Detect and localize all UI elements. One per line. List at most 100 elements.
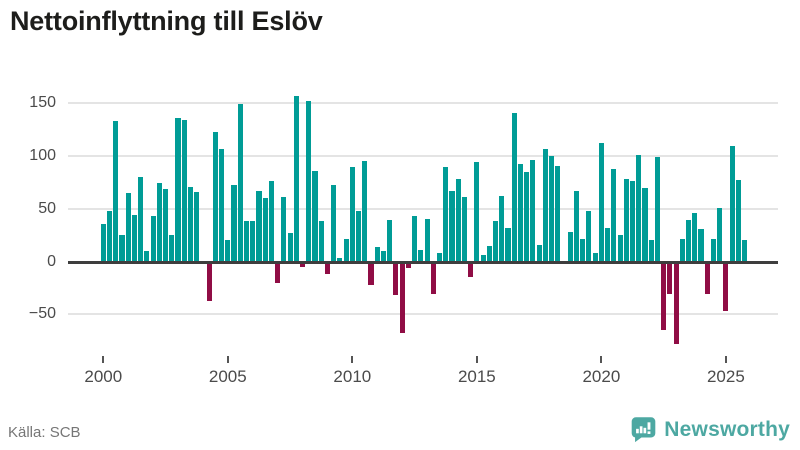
bar-quarter-38	[337, 258, 343, 262]
bar-quarter-89	[654, 157, 660, 262]
bar-quarter-68	[524, 171, 530, 262]
bar-quarter-12	[175, 118, 181, 262]
bar-quarter-28	[275, 261, 281, 283]
y-tick-label: 0	[47, 252, 56, 270]
bar-quarter-55	[443, 166, 449, 262]
bar-quarter-60	[474, 162, 480, 262]
bar-quarter-39	[343, 239, 349, 262]
bar-quarter-11	[169, 235, 175, 262]
gridline	[68, 102, 778, 105]
bar-quarter-42	[362, 161, 368, 262]
x-tick-label: 2000	[84, 367, 123, 386]
y-tick-label: 50	[38, 199, 56, 217]
bar-quarter-57	[455, 179, 461, 262]
bar-quarter-15	[194, 191, 200, 262]
bar-quarter-96	[698, 228, 704, 262]
bar-quarter-0	[100, 223, 106, 262]
bar-quarter-82	[611, 168, 617, 262]
zero-axis-line	[68, 260, 778, 264]
bar-quarter-2	[113, 121, 119, 262]
bar-quarter-81	[605, 227, 611, 262]
bar-quarter-27	[268, 181, 274, 262]
bar-quarter-53	[430, 261, 436, 295]
x-tick-label: 2025	[706, 367, 745, 386]
bar-quarter-52	[424, 219, 430, 262]
bar-quarter-58	[461, 197, 467, 262]
chart-title: Nettoinflyttning till Eslöv	[10, 6, 323, 36]
bar-quarter-8	[150, 216, 156, 262]
y-tick-label: 100	[29, 147, 56, 164]
bar-quarter-64	[499, 196, 505, 262]
x-tick-label: 2020	[582, 367, 621, 386]
bar-quarter-4	[125, 192, 131, 262]
bar-quarter-31	[293, 95, 299, 262]
bar-quarter-23	[243, 221, 250, 262]
bar-quarter-75	[567, 232, 573, 262]
bar-quarter-13	[181, 120, 187, 262]
bar-quarter-84	[623, 179, 629, 262]
bar-quarter-45	[380, 250, 387, 262]
bar-quarter-87	[642, 187, 648, 262]
bar-quarter-85	[629, 181, 636, 262]
bar-quarter-65	[505, 227, 511, 262]
bar-quarter-67	[517, 164, 523, 262]
bar-quarter-56	[449, 190, 455, 262]
bar-quarter-47	[393, 261, 399, 296]
bar-quarter-33	[306, 101, 312, 262]
bar-quarter-9	[156, 183, 162, 262]
bar-quarter-90	[661, 261, 667, 331]
bar-quarter-83	[617, 235, 623, 262]
x-tick-mark	[226, 356, 229, 363]
bar-quarter-95	[692, 213, 698, 262]
bar-quarter-69	[530, 160, 536, 262]
bar-quarter-32	[299, 261, 306, 267]
bar-quarter-41	[356, 210, 362, 262]
bar-quarter-72	[549, 156, 555, 262]
bar-quarter-91	[667, 261, 673, 295]
y-tick-label: 150	[29, 94, 56, 112]
bar-quarter-77	[580, 239, 586, 262]
x-tick-mark	[351, 356, 354, 363]
bar-quarter-50	[412, 216, 418, 262]
bar-quarter-70	[536, 244, 542, 262]
bar-quarter-86	[636, 154, 642, 262]
x-tick-mark	[724, 356, 727, 363]
bar-quarter-30	[287, 233, 293, 262]
bar-quarter-24	[250, 221, 256, 262]
source-note: Källa: SCB	[8, 424, 81, 441]
bar-quarter-49	[405, 261, 411, 268]
bar-quarter-3	[119, 235, 125, 262]
bar-quarter-51	[418, 249, 424, 262]
bar-quarter-36	[324, 261, 330, 275]
bar-quarter-5	[131, 215, 137, 262]
bar-quarter-99	[717, 207, 723, 262]
bar-quarter-44	[374, 246, 380, 262]
bar-quarter-103	[742, 240, 748, 262]
bar-quarter-17	[206, 261, 212, 301]
bar-quarter-92	[673, 261, 679, 344]
bar-quarter-73	[555, 165, 561, 262]
y-tick-label: −50	[28, 305, 56, 323]
x-tick-label: 2015	[457, 367, 496, 386]
bar-quarter-25	[256, 190, 262, 262]
bar-quarter-54	[436, 253, 443, 262]
bar-quarter-88	[648, 240, 654, 262]
x-tick-label: 2005	[208, 367, 247, 386]
x-tick-mark	[475, 356, 478, 363]
x-tick-mark	[600, 356, 603, 363]
plot-area: 2000 2005 2010 2015 2020 2025	[68, 95, 778, 386]
bar-quarter-7	[144, 250, 150, 262]
bar-quarter-6	[138, 177, 144, 262]
newsworthy-logo-link[interactable]: Newsworthy	[630, 416, 790, 443]
bar-quarter-63	[492, 221, 499, 262]
bar-quarter-46	[387, 220, 393, 262]
bar-quarter-26	[262, 198, 268, 262]
bar-quarter-78	[586, 210, 592, 262]
bar-quarter-97	[704, 261, 710, 295]
bar-quarter-43	[368, 261, 374, 285]
bar-quarter-76	[573, 190, 580, 262]
gridline	[68, 207, 778, 210]
bar-quarter-19	[219, 148, 225, 262]
bar-quarter-61	[480, 255, 486, 262]
